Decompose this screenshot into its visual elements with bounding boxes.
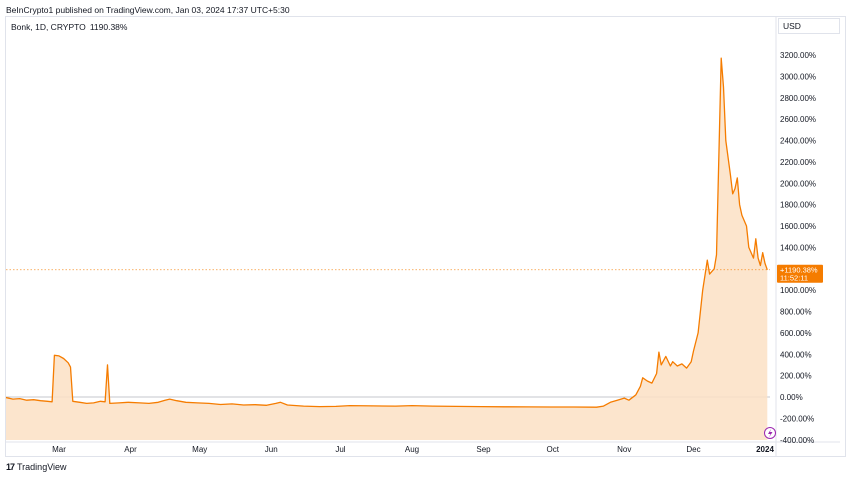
legend-symbol: Bonk, 1D, CRYPTO bbox=[11, 22, 86, 32]
y-tick-label: -200.00% bbox=[780, 414, 814, 423]
x-tick-label: 2024 bbox=[756, 445, 774, 454]
last-value-badge bbox=[777, 264, 823, 283]
y-tick-label: 2600.00% bbox=[780, 115, 816, 124]
y-tick-label: 1000.00% bbox=[780, 286, 816, 295]
lightning-glyph-icon bbox=[768, 429, 773, 438]
x-tick-label: Oct bbox=[547, 445, 560, 454]
y-tick-label: 2800.00% bbox=[780, 94, 816, 103]
y-tick-label: 1400.00% bbox=[780, 243, 816, 252]
series-area bbox=[6, 58, 768, 440]
x-tick-label: Mar bbox=[52, 445, 66, 454]
footer-brand-name: TradingView bbox=[17, 462, 67, 472]
y-tick-label: -400.00% bbox=[780, 436, 814, 445]
y-tick-label: 2000.00% bbox=[780, 179, 816, 188]
y-tick-label: 3000.00% bbox=[780, 72, 816, 81]
countdown-label: 11:52:11 bbox=[780, 273, 808, 282]
y-tick-label: 1600.00% bbox=[780, 222, 816, 231]
tradingview-logo-icon: 17 bbox=[6, 462, 15, 472]
chart-legend: Bonk, 1D, CRYPTO 1190.38% bbox=[11, 22, 127, 32]
x-tick-label: Aug bbox=[405, 445, 419, 454]
x-tick-label: Jul bbox=[335, 445, 345, 454]
x-tick-label: Nov bbox=[617, 445, 631, 454]
legend-change: 1190.38% bbox=[89, 22, 128, 32]
x-tick-label: Apr bbox=[124, 445, 137, 454]
x-tick-label: Dec bbox=[686, 445, 700, 454]
y-tick-label: 0.00% bbox=[780, 393, 803, 402]
x-tick-label: Sep bbox=[476, 445, 491, 454]
y-tick-label: 800.00% bbox=[780, 308, 812, 317]
currency-selector[interactable]: USD bbox=[778, 18, 840, 34]
x-tick-label: Jun bbox=[265, 445, 278, 454]
chart-frame bbox=[5, 16, 846, 457]
y-tick-label: 2400.00% bbox=[780, 137, 816, 146]
publish-info: BeInCrypto1 published on TradingView.com… bbox=[6, 5, 290, 15]
y-tick-label: 600.00% bbox=[780, 329, 812, 338]
y-tick-label: 2200.00% bbox=[780, 158, 816, 167]
y-tick-label: 1800.00% bbox=[780, 201, 816, 210]
y-tick-label: 400.00% bbox=[780, 350, 812, 359]
x-tick-label: May bbox=[192, 445, 207, 454]
series-line bbox=[6, 57, 768, 408]
footer-brand: 17 TradingView bbox=[6, 462, 67, 472]
y-tick-label: 200.00% bbox=[780, 372, 812, 381]
last-value-label: +1190.38% bbox=[780, 265, 818, 274]
y-tick-label: 3200.00% bbox=[780, 51, 816, 60]
